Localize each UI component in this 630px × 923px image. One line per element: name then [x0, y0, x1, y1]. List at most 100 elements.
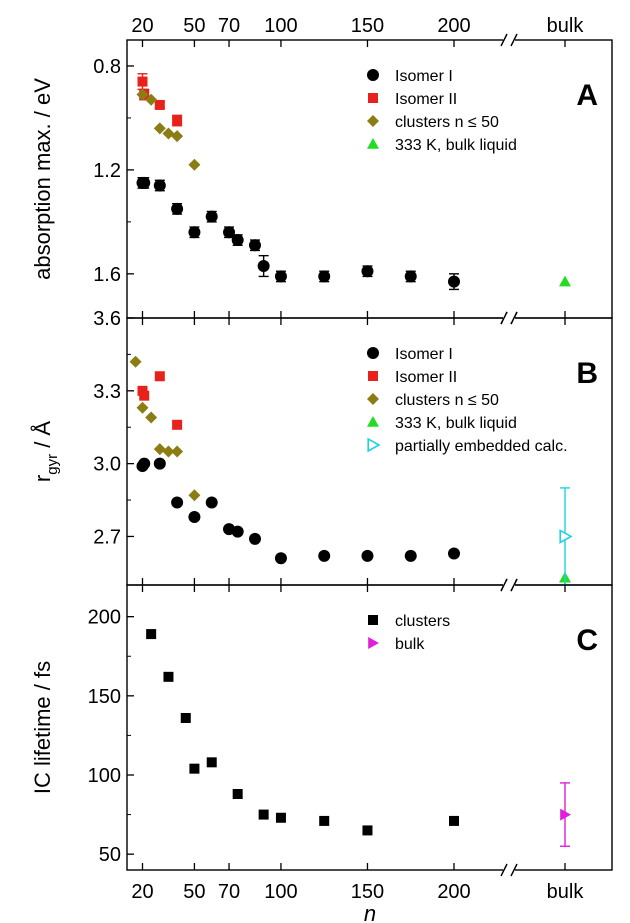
data-point	[162, 445, 175, 458]
data-point	[188, 511, 201, 524]
x-top-tick-label: 150	[351, 15, 384, 37]
legend-marker	[367, 416, 379, 427]
y-tick-label: 3.6	[93, 308, 121, 330]
legend-label: bulk	[395, 636, 425, 653]
panel-b-ylabel-unit: / Å	[30, 421, 55, 454]
data-point	[153, 122, 166, 135]
data-point	[248, 239, 261, 252]
panel-c-frame	[126, 584, 613, 871]
data-point	[231, 234, 244, 247]
legend-label: 333 K, bulk liquid	[395, 137, 517, 154]
panel-b-legend: Isomer I Isomer II clusters n ≤ 50 333 K, b…	[367, 346, 568, 455]
data-point	[223, 226, 236, 239]
data-point	[361, 265, 374, 278]
legend-marker	[367, 347, 379, 359]
data-point	[448, 547, 460, 560]
axis-break-gap	[503, 36, 515, 44]
data-point	[154, 99, 165, 110]
data-point	[129, 355, 142, 368]
legend-label: clusters n ≤ 50	[395, 114, 499, 131]
y-tick-label: 3.3	[93, 381, 121, 403]
data-point	[560, 808, 571, 821]
axis-break-gap	[503, 314, 515, 322]
data-point	[171, 445, 184, 458]
panel-a-ylabel: absorption max. / eV	[30, 78, 55, 280]
data-point	[257, 260, 270, 273]
data-point	[138, 176, 151, 189]
legend-label: Isomer I	[395, 68, 453, 85]
x-bottom-tick-label: 70	[218, 881, 240, 903]
data-point	[404, 270, 417, 283]
x-top-tick-label: 100	[264, 15, 297, 37]
data-point	[361, 549, 374, 562]
panel-a-axes: 0.8 1.2 1.6	[93, 33, 566, 325]
x-top-tick-label: bulk	[547, 15, 585, 37]
legend-marker	[367, 115, 379, 127]
x-bottom-tick-label: 20	[131, 881, 153, 903]
data-point	[362, 825, 373, 836]
legend-label: Isomer II	[395, 91, 457, 108]
data-point	[319, 815, 330, 826]
x-bottom-tick-label: 200	[437, 881, 470, 903]
axis-break-mark	[500, 863, 508, 877]
data-point	[162, 127, 175, 140]
y-tick-label: 200	[88, 607, 121, 629]
x-top-tick-label: 70	[218, 15, 240, 37]
data-point	[153, 179, 166, 192]
data-point	[139, 390, 150, 401]
y-tick-label: 2.7	[93, 526, 121, 548]
axis-break-mark	[500, 311, 508, 325]
data-point	[274, 552, 287, 565]
legend-label: partially embedded calc.	[395, 438, 568, 455]
data-point	[154, 371, 165, 382]
data-point	[171, 202, 184, 215]
x-bottom-tick-label: 50	[183, 881, 205, 903]
panel-a-letter: A	[576, 79, 598, 112]
legend-label: Isomer I	[395, 346, 453, 363]
panel-b: 2.7 3.0 3.3 3.6 Isomer I Isomer II clusters n…	[30, 308, 613, 592]
panel-c-axes: 50 100 150 200	[88, 578, 566, 877]
panel-a-legend: Isomer I Isomer II clusters n ≤ 50 333 K, b…	[367, 68, 517, 154]
data-point	[153, 457, 166, 470]
data-point	[138, 457, 151, 470]
panel-c-ylabel: IC lifetime / fs	[30, 661, 55, 794]
data-point	[145, 93, 158, 106]
panel-c-legend: clusters bulk	[368, 613, 450, 653]
legend-marker	[367, 393, 379, 405]
data-point	[231, 525, 244, 538]
data-point	[188, 489, 201, 502]
panel-a-plot	[136, 73, 571, 291]
axis-break-gap	[503, 866, 515, 874]
data-point	[180, 713, 191, 723]
x-bottom-tick-label: 150	[351, 881, 384, 903]
legend-label: Isomer II	[395, 369, 457, 386]
data-point	[163, 671, 174, 682]
axis-break-mark	[510, 578, 518, 592]
x-top-tick-label: 200	[437, 15, 470, 37]
panel-b-letter: B	[576, 357, 598, 390]
data-point	[205, 210, 218, 223]
y-tick-label: 3.0	[93, 454, 121, 476]
data-point	[171, 496, 184, 509]
axis-break-mark	[510, 33, 518, 47]
data-point	[171, 130, 184, 143]
legend-marker	[367, 69, 379, 81]
panel-c-plot	[146, 629, 571, 847]
panel-b-ylabel-main: r	[30, 475, 55, 482]
data-point	[274, 270, 287, 283]
legend-marker	[367, 138, 379, 149]
panel-b-axes: 2.7 3.0 3.3 3.6	[93, 308, 566, 592]
panel-b-ylabel: rgyr / Å	[30, 421, 61, 483]
axis-break-mark	[510, 311, 518, 325]
data-point	[448, 275, 460, 288]
data-point	[275, 812, 286, 823]
legend-marker	[368, 371, 378, 381]
x-axis: 20 50 70 100 150 200 bulk 20 50 70 100 150 200 bulk	[131, 15, 584, 903]
data-point	[136, 401, 149, 414]
x-bottom-bulk-label: bulk	[547, 881, 585, 903]
x-top-tick-label: 50	[183, 15, 205, 37]
data-point	[146, 629, 157, 640]
axis-break-mark	[500, 578, 508, 592]
y-tick-label: 50	[99, 844, 121, 866]
